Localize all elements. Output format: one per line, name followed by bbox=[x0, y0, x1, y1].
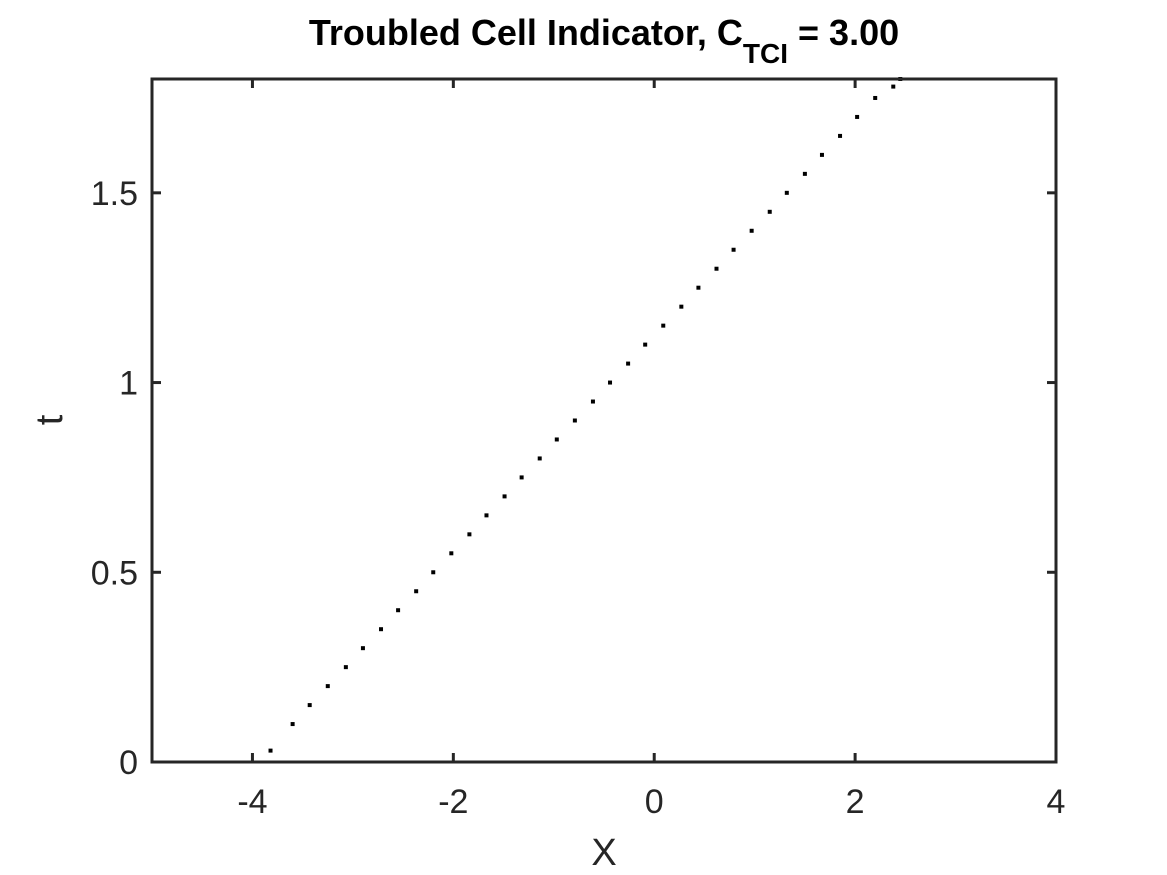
data-point bbox=[431, 570, 436, 575]
data-point bbox=[572, 418, 577, 423]
data-point bbox=[519, 475, 524, 480]
data-point bbox=[714, 266, 719, 271]
data-point bbox=[626, 361, 631, 366]
data-point bbox=[855, 114, 860, 119]
data-point bbox=[749, 228, 754, 233]
y-tick-label: 0 bbox=[119, 744, 138, 782]
y-tick-label: 1.5 bbox=[91, 175, 138, 213]
plot-area-frame bbox=[150, 77, 1058, 764]
data-point bbox=[873, 95, 878, 100]
x-tick-label: -4 bbox=[237, 783, 267, 821]
data-point bbox=[484, 513, 489, 518]
data-point bbox=[767, 209, 772, 214]
data-points bbox=[268, 77, 903, 753]
data-point bbox=[449, 551, 454, 556]
data-point bbox=[661, 323, 666, 328]
data-point bbox=[731, 247, 736, 252]
data-point bbox=[891, 84, 896, 89]
chart-title: Troubled Cell Indicator, CTCI = 3.00 bbox=[309, 12, 899, 69]
data-point bbox=[784, 190, 789, 195]
chart-title-suffix: = 3.00 bbox=[788, 12, 899, 53]
y-axis-label: t bbox=[29, 414, 71, 425]
data-point bbox=[396, 608, 401, 613]
data-point bbox=[502, 494, 507, 499]
data-point bbox=[537, 456, 542, 461]
data-point bbox=[290, 722, 295, 727]
data-point bbox=[325, 684, 330, 689]
data-point bbox=[643, 342, 648, 347]
x-tick-label: 4 bbox=[1047, 783, 1066, 821]
x-tick-label: 0 bbox=[645, 783, 664, 821]
axis-ticks: -4 -2 0 2 4 0 0.5 1 1.5 bbox=[91, 79, 1066, 821]
data-point bbox=[343, 665, 348, 670]
data-point bbox=[819, 152, 824, 157]
data-point bbox=[268, 748, 273, 753]
data-point bbox=[679, 304, 684, 309]
y-tick-label: 0.5 bbox=[91, 554, 138, 592]
data-point bbox=[696, 285, 701, 290]
x-tick-label: -2 bbox=[438, 783, 468, 821]
data-point bbox=[802, 171, 807, 176]
x-tick-label: 2 bbox=[846, 783, 865, 821]
data-point bbox=[414, 589, 419, 594]
y-tick-label: 1 bbox=[119, 365, 138, 403]
chart-title-main: Troubled Cell Indicator, C bbox=[309, 12, 743, 53]
x-axis-label: X bbox=[591, 832, 616, 874]
data-point bbox=[554, 437, 559, 442]
data-point bbox=[608, 380, 613, 385]
chart-title-subscript: TCI bbox=[743, 38, 788, 69]
data-point bbox=[838, 133, 843, 138]
data-point bbox=[379, 627, 384, 632]
data-point bbox=[467, 532, 472, 537]
data-point bbox=[590, 399, 595, 404]
data-point bbox=[360, 646, 365, 651]
data-point bbox=[307, 703, 312, 708]
